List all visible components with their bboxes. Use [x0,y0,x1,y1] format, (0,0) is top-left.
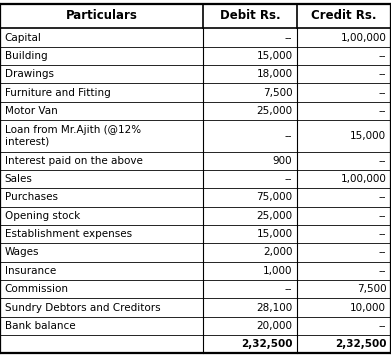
Text: 1,000: 1,000 [263,266,292,276]
Text: --: -- [379,192,386,202]
Text: Opening stock: Opening stock [5,211,80,221]
Text: 7,500: 7,500 [263,88,292,98]
Text: Purchases: Purchases [5,192,58,202]
Text: Drawings: Drawings [5,69,54,79]
Text: --: -- [379,211,386,221]
Text: 1,00,000: 1,00,000 [341,32,386,42]
Text: Sundry Debtors and Creditors: Sundry Debtors and Creditors [5,302,160,312]
Text: Loan from Mr.Ajith (@12%
interest): Loan from Mr.Ajith (@12% interest) [5,125,141,147]
Text: --: -- [285,131,292,141]
Text: 1,00,000: 1,00,000 [341,174,386,184]
Text: Debit Rs.: Debit Rs. [220,10,281,22]
Text: 15,000: 15,000 [256,51,292,61]
Text: 2,32,500: 2,32,500 [241,339,292,349]
Text: --: -- [379,69,386,79]
Text: --: -- [379,51,386,61]
Text: 2,32,500: 2,32,500 [335,339,386,349]
Text: Interest paid on the above: Interest paid on the above [5,156,143,166]
Text: --: -- [379,266,386,276]
Text: Establishment expenses: Establishment expenses [5,229,132,239]
Text: 900: 900 [273,156,292,166]
Text: 28,100: 28,100 [256,302,292,312]
Text: Commission: Commission [5,284,69,294]
Text: 15,000: 15,000 [256,229,292,239]
Text: 10,000: 10,000 [350,302,386,312]
Text: --: -- [285,32,292,42]
Text: 20,000: 20,000 [256,321,292,331]
Text: Credit Rs.: Credit Rs. [311,10,377,22]
Text: 7,500: 7,500 [357,284,386,294]
Text: Furniture and Fitting: Furniture and Fitting [5,88,110,98]
Text: Wages: Wages [5,247,39,257]
Text: Motor Van: Motor Van [5,106,57,116]
Text: 18,000: 18,000 [256,69,292,79]
Text: Insurance: Insurance [5,266,56,276]
Text: --: -- [379,229,386,239]
Text: 25,000: 25,000 [256,211,292,221]
Text: Sales: Sales [5,174,32,184]
Text: --: -- [379,247,386,257]
Text: --: -- [379,156,386,166]
Text: 75,000: 75,000 [256,192,292,202]
Text: --: -- [379,88,386,98]
Text: --: -- [285,284,292,294]
Text: 25,000: 25,000 [256,106,292,116]
Text: --: -- [379,321,386,331]
Text: Particulars: Particulars [66,10,138,22]
Text: --: -- [285,174,292,184]
Text: Bank balance: Bank balance [5,321,75,331]
Text: Building: Building [5,51,47,61]
Text: Capital: Capital [5,32,41,42]
Text: 15,000: 15,000 [350,131,386,141]
Text: 2,000: 2,000 [263,247,292,257]
Text: --: -- [379,106,386,116]
